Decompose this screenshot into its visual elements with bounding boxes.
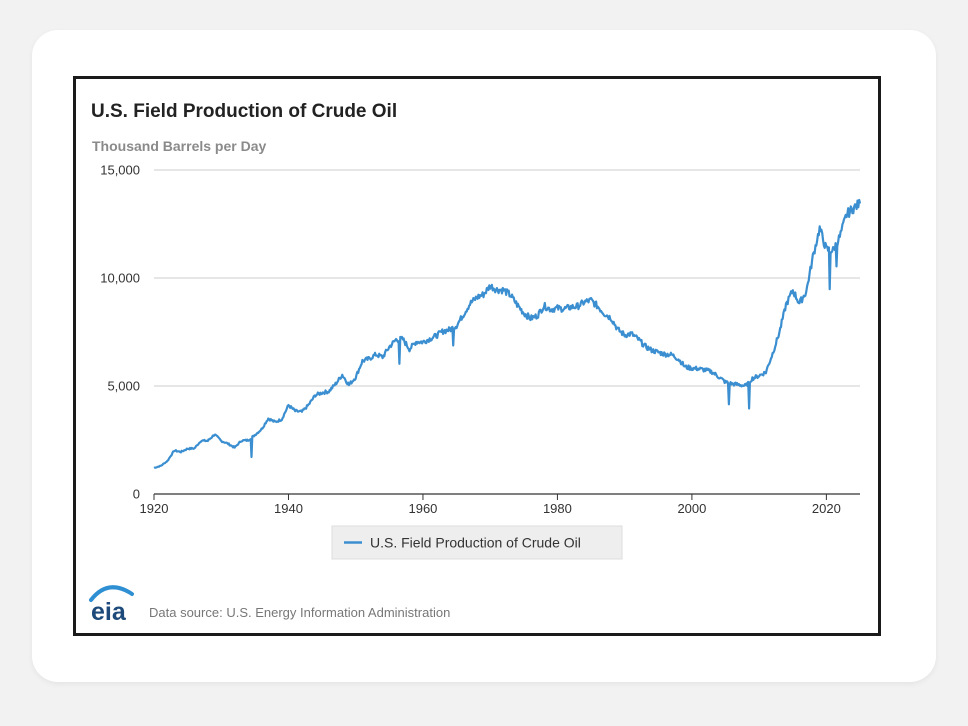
gridlines (154, 169, 860, 387)
eia-logo-text: eia (91, 598, 127, 626)
legend-label: U.S. Field Production of Crude Oil (370, 535, 581, 551)
eia-logo[interactable]: eia (89, 585, 134, 626)
y-tick-label-5000: 5,000 (107, 379, 140, 394)
eia-logo-icon (89, 585, 134, 602)
y-axis-ticks: 0 5,000 10,000 15,000 (100, 163, 140, 502)
x-axis-ticks: 1920 1940 1960 1980 2000 2020 (140, 494, 841, 516)
chart-frame: U.S. Field Production of Crude Oil Thous… (73, 76, 881, 636)
chart-canvas: U.S. Field Production of Crude Oil Thous… (89, 101, 862, 626)
y-tick-label-0: 0 (133, 487, 140, 502)
x-tick-label-1940: 1940 (274, 501, 303, 516)
legend[interactable]: U.S. Field Production of Crude Oil (331, 525, 623, 560)
series-layer (153, 198, 862, 469)
y-axis-title: Thousand Barrels per Day (92, 138, 266, 154)
x-tick-label-2020: 2020 (812, 501, 841, 516)
y-tick-label-10000: 10,000 (100, 271, 140, 286)
y-tick-label-15000: 15,000 (100, 163, 140, 178)
data-source-text: Data source: U.S. Energy Information Adm… (149, 605, 450, 620)
chart-title: U.S. Field Production of Crude Oil (91, 101, 397, 122)
series-line-crude-oil-production (153, 198, 862, 469)
x-tick-label-1960: 1960 (408, 501, 437, 516)
x-tick-label-1980: 1980 (543, 501, 572, 516)
x-tick-label-1920: 1920 (140, 501, 169, 516)
x-tick-label-2000: 2000 (677, 501, 706, 516)
legend-box[interactable] (331, 525, 623, 560)
